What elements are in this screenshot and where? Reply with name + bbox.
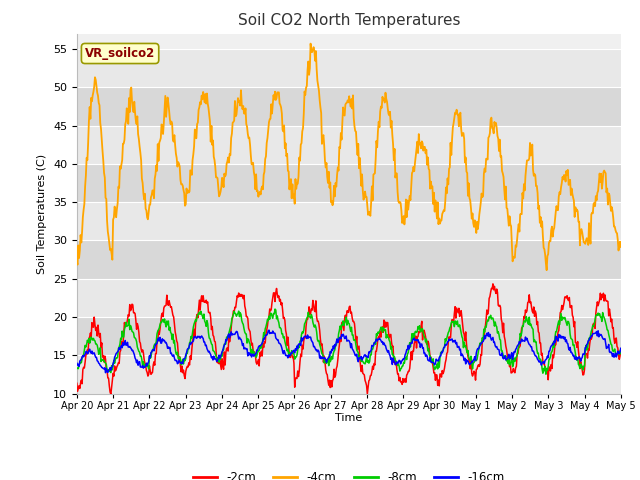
Bar xyxy=(77,279,621,317)
Bar xyxy=(77,317,621,355)
Bar xyxy=(77,87,621,125)
Bar xyxy=(77,125,621,164)
X-axis label: Time: Time xyxy=(335,413,362,423)
Bar xyxy=(77,202,621,240)
Legend: -2cm, -4cm, -8cm, -16cm: -2cm, -4cm, -8cm, -16cm xyxy=(188,466,509,480)
Text: VR_soilco2: VR_soilco2 xyxy=(85,47,156,60)
Y-axis label: Soil Temperatures (C): Soil Temperatures (C) xyxy=(37,154,47,274)
Bar xyxy=(77,355,621,394)
Bar xyxy=(77,240,621,279)
Bar xyxy=(77,164,621,202)
Bar xyxy=(77,49,621,87)
Title: Soil CO2 North Temperatures: Soil CO2 North Temperatures xyxy=(237,13,460,28)
